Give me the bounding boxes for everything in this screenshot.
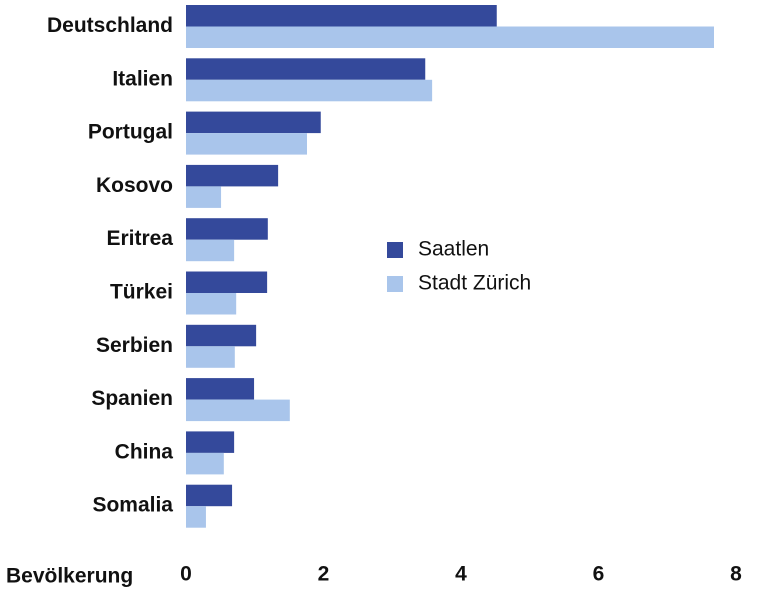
legend-label: Saatlen [418,238,489,261]
bar [186,5,497,27]
y-tick-label: Kosovo [96,174,173,197]
bar [186,506,206,528]
bar [186,186,222,208]
bar [186,399,290,422]
legend-swatch [387,276,403,292]
y-tick-label: Portugal [88,121,173,144]
x-tick-label: 0 [180,563,192,586]
bar [186,293,237,315]
bar [186,378,255,400]
bar [186,431,235,453]
x-axis-label: Bevölkerung [6,565,133,588]
x-tick-label: 8 [730,563,742,586]
bar [186,133,307,155]
bar [186,239,235,262]
y-tick-label: Italien [112,67,173,90]
x-tick-label: 2 [318,563,330,586]
bar [186,452,224,475]
legend-label: Stadt Zürich [418,272,531,295]
bar [186,484,233,507]
y-tick-label: China [115,440,174,463]
x-tick-label: 4 [455,563,467,586]
bar [186,218,268,240]
y-tick-label: Türkei [110,281,173,304]
y-tick-label: Eritrea [106,227,173,250]
y-tick-label: Serbien [96,334,173,357]
y-tick-label: Somalia [92,494,173,517]
bar [186,26,714,48]
legend-swatch [387,242,403,258]
bar [186,79,433,102]
x-tick-label: 6 [593,563,605,586]
bar [186,111,321,134]
bar [186,164,279,187]
y-tick-label: Deutschland [47,14,173,37]
bar [186,324,257,347]
bar [186,58,426,80]
bar [186,271,268,293]
bar [186,346,235,368]
y-tick-label: Spanien [91,387,173,410]
